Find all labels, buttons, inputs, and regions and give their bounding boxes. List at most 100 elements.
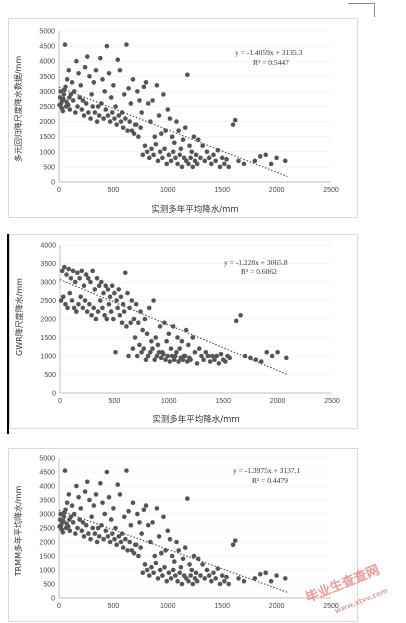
chart-3-xtick-label: 2000 xyxy=(269,603,285,610)
chart-1-point xyxy=(121,92,127,97)
chart-3-point xyxy=(187,562,192,567)
chart-2-point xyxy=(124,324,129,329)
chart-3-ytick-label: 2500 xyxy=(39,526,55,533)
chart-3-point xyxy=(118,539,124,545)
chart-2-point xyxy=(102,313,107,318)
chart-1-point xyxy=(104,43,110,49)
chart-3-point xyxy=(257,571,263,577)
chart-2-point xyxy=(103,283,108,288)
chart-2-point xyxy=(58,298,64,303)
chart-1-point xyxy=(226,164,232,170)
chart-3-point xyxy=(209,578,214,584)
chart-2-point xyxy=(196,346,202,351)
chart-1-point xyxy=(274,155,279,161)
chart-1-point xyxy=(149,146,154,152)
chart-3-point xyxy=(172,559,177,564)
chart-1-point xyxy=(106,70,112,76)
chart-1-point xyxy=(131,131,137,136)
chart-2-point xyxy=(133,301,139,307)
chart-1-point xyxy=(150,98,155,103)
chart-1-point xyxy=(185,72,190,78)
chart-3-point xyxy=(120,545,126,550)
chart-2-point xyxy=(214,353,219,359)
chart-3-point xyxy=(167,536,173,542)
chart-3-point xyxy=(185,496,190,501)
chart-3-point xyxy=(103,528,109,534)
chart-1-point xyxy=(211,152,216,158)
chart-3-point xyxy=(161,514,166,520)
chart-3-point xyxy=(156,534,162,539)
chart-3-point xyxy=(193,570,199,576)
chart-3-point xyxy=(241,578,247,584)
chart-1-point xyxy=(95,104,101,109)
chart-2-point xyxy=(64,272,69,277)
chart-1-r2: R² = 0.5447 xyxy=(253,58,289,67)
chart-3-point xyxy=(190,581,196,587)
chart-2-point xyxy=(91,305,97,311)
chart-1-point xyxy=(136,134,141,139)
chart-2-point xyxy=(201,357,206,362)
chart-2-point xyxy=(93,316,99,322)
chart-2-point xyxy=(117,313,123,318)
chart-2-svg: 0 500 1000 1500 2000 2500 3000 3500 4000 0 500 100… xyxy=(14,243,340,426)
chart-2-xtick-label: 2000 xyxy=(270,398,286,405)
chart-3-point xyxy=(98,480,103,486)
chart-3-point xyxy=(138,545,143,550)
chart-3-point xyxy=(83,522,89,528)
chart-3-point xyxy=(67,528,73,534)
chart-3-point xyxy=(92,531,98,536)
chart-2-point xyxy=(104,316,110,322)
chart-2-point xyxy=(156,350,162,355)
chart-1-point xyxy=(116,113,122,118)
chart-2-point xyxy=(63,301,68,307)
chart-3-svg: 0500100015002000250030003500400045005000… xyxy=(13,456,339,611)
chart-2-point xyxy=(83,272,89,277)
chart-2-point xyxy=(60,294,66,300)
chart-1-point xyxy=(215,147,221,153)
chart-1-point xyxy=(222,161,227,167)
chart-1-point xyxy=(144,149,150,155)
chart-3-point xyxy=(100,500,105,506)
chart-3-r2: R² = 0.4479 xyxy=(252,476,288,485)
chart-2-point xyxy=(131,316,137,322)
chart-3-point xyxy=(108,517,114,522)
chart-1-point xyxy=(177,152,183,158)
chart-2-point xyxy=(227,355,233,361)
chart-1-point xyxy=(127,119,133,124)
chart-1-point xyxy=(65,102,71,108)
chart-2-point xyxy=(70,268,76,274)
chart-1-point xyxy=(99,101,104,106)
chart-1-point xyxy=(156,113,162,118)
chart-3-point xyxy=(111,506,116,511)
chart-3-point xyxy=(94,539,100,545)
chart-2-point xyxy=(150,346,155,351)
chart-1-point xyxy=(236,158,241,164)
chart-3-point xyxy=(64,500,70,506)
chart-3-point xyxy=(186,578,191,584)
chart-1-point xyxy=(88,116,93,121)
chart-1-point xyxy=(111,83,116,88)
chart-3-point xyxy=(84,479,90,485)
chart-3-point xyxy=(69,503,75,508)
chart-3-point xyxy=(80,520,86,525)
chart-2-point xyxy=(90,268,95,274)
chart-3-point xyxy=(68,514,74,520)
chart-3-point xyxy=(89,514,94,520)
chart-3-point xyxy=(164,578,170,584)
chart-2-point xyxy=(108,309,114,314)
chart-1-point xyxy=(140,152,146,158)
chart-2-point xyxy=(173,353,178,359)
chart-3-point xyxy=(82,489,88,494)
chart-2-point xyxy=(106,301,112,307)
chart-1-point xyxy=(90,104,96,109)
chart-2-point xyxy=(81,283,87,288)
chart-2-point xyxy=(129,298,135,303)
chart-3-ytick-label: 500 xyxy=(43,582,55,589)
chart-3-point xyxy=(75,525,80,531)
chart-3-point xyxy=(143,503,149,508)
chart-3-point xyxy=(140,570,146,576)
chart-1-point xyxy=(169,134,175,139)
chart-2-point xyxy=(164,338,169,344)
chart-3-point xyxy=(60,529,66,535)
chart-2-point xyxy=(125,290,130,296)
